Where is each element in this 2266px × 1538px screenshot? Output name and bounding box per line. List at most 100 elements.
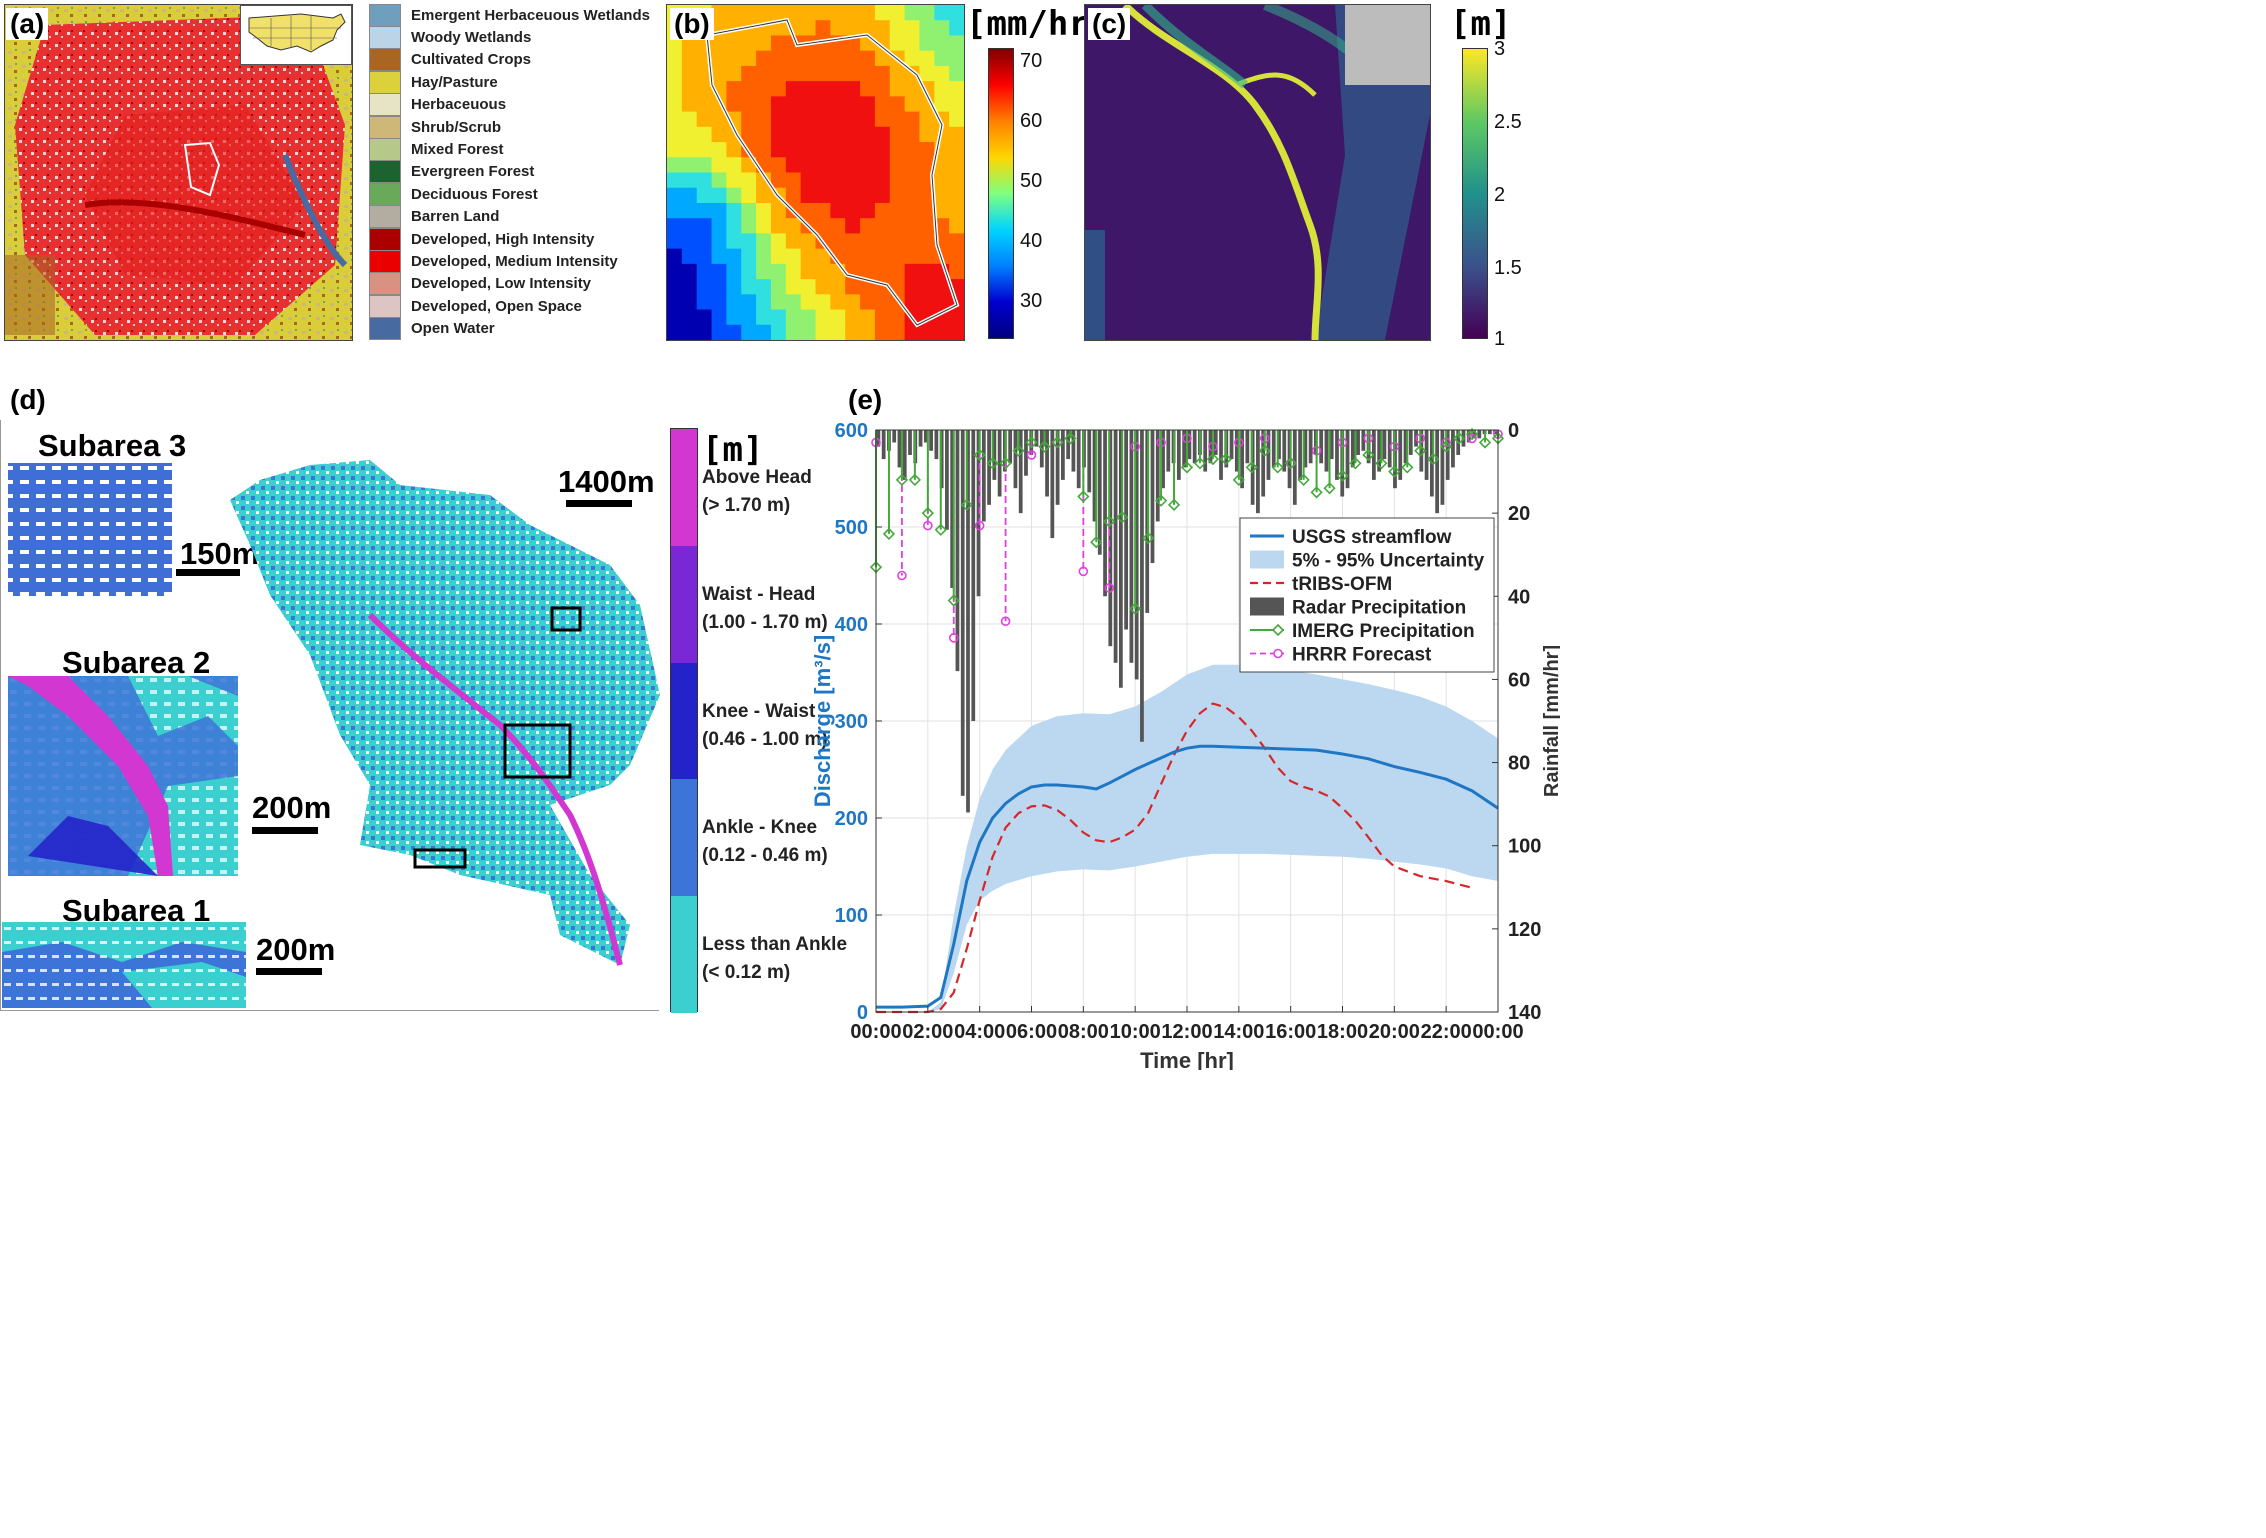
radar-bar	[1050, 430, 1055, 539]
x-tick-label: 10:00	[1110, 1021, 1161, 1043]
radar-bar	[1166, 430, 1171, 472]
radar-bar	[1256, 430, 1260, 514]
landcover-legend-item: Emergent Herbaceuous Wetlands	[369, 3, 650, 27]
y-tick-label-right: 60	[1508, 669, 1530, 691]
imerg-marker	[1064, 432, 1077, 445]
radar-bar	[1282, 430, 1287, 472]
radar-bar	[1219, 430, 1223, 480]
legend-label: Developed, High Intensity	[411, 230, 595, 248]
imerg-marker	[934, 523, 947, 536]
radar-bar	[1229, 430, 1234, 460]
imerg-marker	[1414, 444, 1427, 457]
imerg-marker	[1038, 440, 1051, 453]
flood-depth-map	[1085, 5, 1430, 340]
hrrr-marker	[897, 570, 907, 581]
imerg-marker	[1180, 461, 1194, 474]
legend-swatch	[369, 137, 401, 161]
x-tick-label: 22:00	[1421, 1021, 1472, 1043]
radar-bar	[918, 430, 923, 447]
imerg-marker	[947, 594, 960, 607]
legend-swatch	[369, 160, 401, 184]
imerg-marker	[1051, 436, 1064, 449]
x-tick-label: 18:00	[1317, 1021, 1368, 1043]
colorbar-c-unit: [m]	[1450, 4, 1512, 44]
chart-legend	[1239, 517, 1495, 673]
depth-category-name: Less than Ankle	[702, 934, 848, 956]
radar-bar	[1419, 430, 1424, 472]
legend-label: 5% - 95% Uncertainty	[1292, 551, 1485, 572]
legend-swatch	[369, 25, 401, 49]
legend-label: Radar Precipitation	[1292, 598, 1466, 619]
landcover-legend-item: Mixed Forest	[369, 137, 504, 161]
landcover-legend-item: Developed, Low Intensity	[369, 272, 592, 296]
radar-bar	[1203, 430, 1208, 472]
colorbar-segment	[671, 662, 697, 780]
y-tick-label-right: 80	[1508, 753, 1530, 775]
colorbar-segment	[671, 545, 697, 663]
radar-bar	[971, 430, 976, 721]
hrrr-marker	[1026, 450, 1037, 460]
radar-bar	[1024, 430, 1028, 476]
radar-bar	[1382, 430, 1387, 460]
subarea-1-scale-label: 200m	[256, 932, 336, 967]
landcover-legend-item: Developed, High Intensity	[369, 227, 595, 251]
imerg-marker	[1297, 473, 1310, 487]
subarea-1-map	[2, 922, 246, 1008]
uncertainty-band	[876, 664, 1498, 1012]
rainfall-heatmap	[667, 5, 964, 340]
radar-bar	[1356, 430, 1360, 455]
hrrr-marker	[1000, 616, 1011, 627]
radar-bar	[1350, 430, 1355, 468]
radar-bar	[1066, 430, 1071, 460]
radar-bar	[1245, 430, 1250, 464]
imerg-marker	[1271, 461, 1284, 474]
imerg-marker	[1258, 444, 1271, 457]
y-tick-label-left: 300	[835, 711, 868, 733]
legend-label: Deciduous Forest	[411, 185, 538, 203]
panel-label-a: (a)	[6, 8, 49, 40]
imerg-marker	[1427, 452, 1440, 466]
radar-bar	[1234, 430, 1239, 472]
radar-bar	[1424, 430, 1429, 480]
legend-label: Cultivated Crops	[411, 51, 532, 69]
legend-key-marker	[1273, 648, 1283, 659]
imerg-marker	[1193, 457, 1207, 470]
radar-bar	[1092, 430, 1097, 522]
radar-bar	[1319, 430, 1324, 464]
imerg-marker	[1452, 432, 1466, 445]
legend-label: Evergreen Forest	[411, 163, 535, 181]
radar-bar	[950, 430, 955, 588]
colorbar-d-unit: [m]	[702, 430, 764, 470]
radar-bar	[1303, 430, 1308, 468]
subarea-3-map	[2, 463, 172, 596]
imerg-marker	[1440, 440, 1453, 453]
hrrr-marker	[974, 520, 985, 531]
usa-inset-map	[240, 5, 352, 65]
colorbar-c	[1462, 48, 1488, 339]
radar-bar	[1134, 430, 1139, 680]
legend-swatch	[369, 294, 401, 318]
imerg-marker	[1401, 461, 1414, 474]
hrrr-marker	[948, 633, 959, 643]
imerg-marker	[1388, 465, 1401, 478]
imerg-marker	[1336, 469, 1349, 482]
radar-bar	[960, 430, 965, 796]
panel-label-d: (d)	[6, 384, 50, 416]
colorbar-b-tick: 30	[1020, 290, 1043, 312]
x-tick-label: 02:00	[902, 1021, 953, 1043]
legend-label: Developed, Open Space	[411, 297, 582, 315]
radar-bar	[1034, 430, 1039, 447]
depth-category-label: Waist - Head (1.00 - 1.70 m)	[702, 581, 828, 637]
legend-label: IMERG Precipitation	[1292, 621, 1475, 642]
usgs-line	[876, 744, 1499, 1009]
landcover-legend-item: Deciduous Forest	[369, 182, 538, 206]
radar-bar	[1266, 430, 1271, 480]
radar-bar	[1451, 430, 1455, 468]
legend-swatch	[369, 317, 401, 341]
imerg-marker	[1219, 452, 1233, 466]
legend-label: Developed, Low Intensity	[411, 275, 592, 293]
landcover-legend-item: Hay/Pasture	[369, 70, 498, 94]
imerg-marker	[921, 507, 934, 520]
colorbar-b-tick: 50	[1020, 170, 1043, 192]
depth-category-name: Waist - Head	[702, 583, 816, 605]
